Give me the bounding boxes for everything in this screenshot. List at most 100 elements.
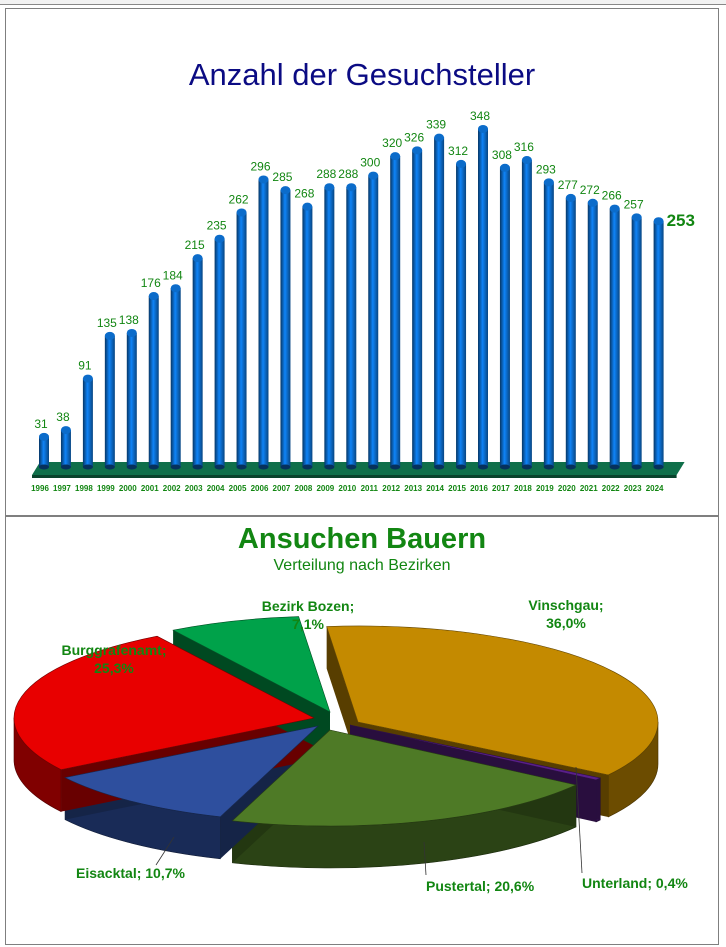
bar-body [434, 137, 445, 467]
x-tick-label: 2005 [229, 484, 247, 493]
pie-slice-label: Burggrafenamt; [61, 642, 166, 658]
x-tick-label: 2004 [207, 484, 225, 493]
bar-value-label: 138 [119, 313, 139, 327]
bar [324, 183, 335, 470]
bar-value-label: 262 [229, 192, 249, 206]
bar-foot [192, 464, 203, 470]
bar-value-label: 320 [382, 136, 402, 150]
bar-foot [543, 464, 554, 470]
bar [631, 213, 642, 470]
x-tick-label: 2020 [558, 484, 576, 493]
pie-tops [13, 616, 659, 827]
bar-body [456, 163, 467, 467]
bar [434, 133, 445, 470]
bar-body [170, 288, 181, 467]
bar-body [565, 197, 576, 467]
bar [60, 426, 71, 470]
bar [346, 183, 357, 470]
bar [412, 146, 423, 470]
bar [192, 254, 203, 470]
bar-body [499, 167, 510, 468]
bar-value-label: 296 [250, 159, 270, 173]
pie-slice [172, 616, 331, 713]
bar-value-label: 266 [602, 189, 622, 203]
bar-foot [587, 464, 598, 470]
bar-foot [280, 464, 291, 470]
bar [258, 175, 269, 470]
bar-body [214, 238, 225, 467]
bar [82, 374, 93, 470]
bar-chart-panel: Anzahl der Gesuchsteller 31 1996 38 1997 91 1… [5, 8, 719, 516]
pie-slice-label: Unterland; 0,4% [582, 875, 688, 891]
bar-body [521, 160, 532, 467]
x-tick-label: 2024 [646, 484, 664, 493]
bar [214, 234, 225, 470]
bar [104, 331, 115, 470]
bar-value-label: 91 [78, 359, 92, 373]
bar-cap [521, 156, 532, 165]
bar-foot [609, 464, 620, 470]
bar-foot [412, 464, 423, 470]
bar-foot [456, 464, 467, 470]
bar-cap [587, 198, 598, 207]
bar-cap [302, 202, 313, 211]
bar-value-label: 312 [448, 144, 468, 158]
bar-value-label: 300 [360, 156, 380, 170]
bar-foot [346, 464, 357, 470]
bar-foot [565, 464, 576, 470]
bar-body [236, 212, 247, 467]
bar-body [412, 150, 423, 468]
pie-slice [326, 625, 659, 776]
bar-foot [39, 464, 49, 470]
x-tick-label: 1997 [53, 484, 71, 493]
bar-foot [82, 464, 93, 470]
bar-body [82, 378, 93, 467]
bar-cap [456, 159, 467, 168]
bar-foot [148, 464, 159, 470]
bar [609, 204, 620, 470]
bar-body [368, 175, 379, 468]
bar-cap [39, 432, 49, 441]
x-tick-label: 2006 [251, 484, 269, 493]
bar-cap [60, 426, 71, 435]
bar-value-label: 215 [185, 238, 205, 252]
bar-body [631, 217, 642, 467]
leader-line [423, 841, 427, 876]
bar-value-label: 339 [426, 118, 446, 132]
bar-cap [368, 171, 379, 180]
bar-body [280, 190, 291, 467]
x-tick-label: 2001 [141, 484, 159, 493]
x-tick-label: 2017 [492, 484, 510, 493]
bar-cap [478, 124, 488, 133]
bar [148, 292, 159, 470]
bar-cap [543, 178, 554, 187]
bar-chart-title: Anzahl der Gesuchsteller [188, 57, 536, 92]
x-tick-label: 2019 [536, 484, 554, 493]
bar-cap [609, 204, 620, 213]
bar [478, 124, 488, 470]
x-tick-label: 2011 [361, 484, 379, 493]
bar-body [346, 187, 357, 467]
bar [390, 152, 401, 470]
x-tick-label: 2009 [316, 484, 334, 493]
x-tick-label: 1998 [75, 484, 93, 493]
bar-foot [258, 464, 269, 470]
pie-chart: Vinschgau; 36,0% Unterland; 0,4% Pustertal;… [13, 597, 688, 894]
pie-chart-subtitle: Verteilung nach Bezirken [273, 557, 451, 574]
bar-body [39, 436, 49, 467]
pie-slice [231, 729, 577, 827]
bar-foot [653, 464, 664, 470]
bar-cap [412, 146, 423, 155]
x-tick-label: 2003 [185, 484, 203, 493]
bar-body [478, 128, 488, 467]
x-tick-label: 2023 [624, 484, 642, 493]
bar [521, 156, 532, 470]
bar-cap [280, 186, 291, 195]
pie-chart-panel: Ansuchen Bauern Verteilung nach Bezirken… [5, 516, 719, 945]
bar-value-label: 135 [97, 316, 117, 330]
bar-cap [499, 163, 510, 172]
bar-cap [631, 213, 642, 222]
x-tick-label: 2008 [295, 484, 313, 493]
bar-foot [60, 464, 71, 470]
bar-value-label: 288 [338, 167, 358, 181]
